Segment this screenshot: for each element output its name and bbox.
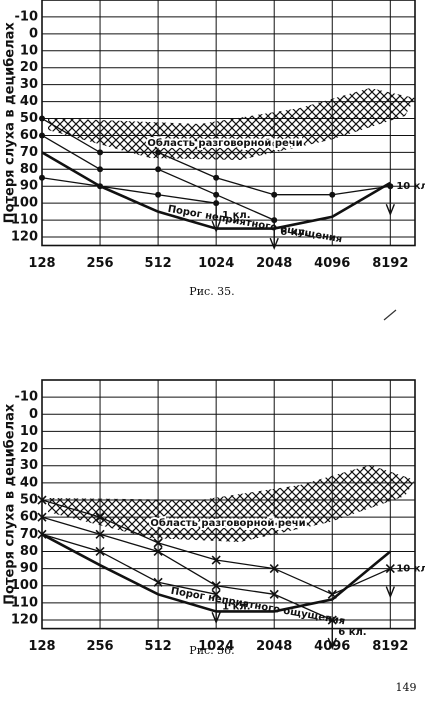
threshold-label: Порог неприятного ощущения	[167, 204, 343, 246]
no-response-arrow	[211, 594, 221, 625]
y-tick-label: 40	[20, 94, 38, 109]
figure-caption: Рис. 35.	[189, 285, 234, 298]
series-line	[41, 177, 217, 204]
speech-area	[48, 465, 415, 542]
pencil-mark	[383, 309, 397, 321]
x-tick-label: 8192	[372, 256, 408, 271]
y-tick-label: 60	[20, 510, 38, 525]
y-axis-label: Потеря слуха в децибелах	[3, 403, 18, 605]
x-tick-label: 512	[145, 256, 172, 271]
x-tick-label: 1024	[198, 256, 234, 271]
series-label: 6 кл.	[280, 227, 308, 238]
y-tick-label: 50	[20, 493, 38, 508]
page-number: 149	[396, 681, 417, 694]
no-response-arrow	[385, 568, 395, 599]
y-tick-label: 60	[20, 128, 38, 143]
x-tick-label: 512	[145, 639, 172, 654]
y-tick-label: 20	[20, 441, 38, 456]
y-tick-label: 70	[20, 527, 38, 542]
x-tick-label: 2048	[256, 639, 292, 654]
x-tick-label: 2048	[256, 256, 292, 271]
y-tick-label: 10	[20, 43, 38, 58]
figure-caption: Рис. 36.	[189, 644, 234, 657]
y-tick-label: 120	[11, 230, 38, 245]
series-label: 10 кл.	[396, 564, 425, 575]
y-tick-label: -10	[15, 9, 39, 24]
y-tick-label: 110	[11, 213, 38, 228]
data-point	[37, 529, 47, 539]
x-tick-label: 8192	[372, 639, 408, 654]
y-tick-label: 30	[20, 458, 38, 473]
y-tick-label: 70	[20, 145, 38, 160]
y-tick-label: 90	[20, 179, 38, 194]
series-label: 1 кл.	[222, 601, 250, 612]
series-line	[41, 117, 391, 196]
x-tick-label: 128	[28, 256, 55, 271]
y-tick-label: 90	[20, 561, 38, 576]
y-tick-label: 50	[20, 111, 38, 126]
y-tick-label: 0	[29, 407, 38, 422]
y-tick-label: 100	[11, 196, 38, 211]
speech-area	[48, 88, 415, 160]
series-line	[41, 516, 333, 621]
y-tick-label: 30	[20, 77, 38, 92]
y-tick-label: 10	[20, 424, 38, 439]
data-point	[211, 589, 221, 599]
y-tick-label: 80	[20, 544, 38, 559]
no-response-arrow	[269, 220, 279, 250]
series-line	[41, 134, 275, 221]
no-response-arrow	[211, 203, 221, 234]
y-tick-label: -10	[15, 390, 39, 405]
no-response-arrow	[327, 620, 337, 650]
series-line	[41, 499, 391, 596]
area-label: Область разговорной речи	[147, 137, 302, 149]
y-tick-label: 0	[29, 26, 38, 41]
series-label: 10 кл.	[396, 181, 425, 192]
series-label: 1 кл.	[222, 210, 250, 221]
y-tick-label: 110	[11, 595, 38, 610]
y-tick-label: 20	[20, 60, 38, 75]
series-line	[41, 533, 217, 595]
y-tick-label: 120	[11, 613, 38, 628]
y-tick-label: 40	[20, 475, 38, 490]
y-axis-label: Потеря слуха в децибелах	[3, 22, 18, 224]
x-tick-label: 1024	[198, 639, 234, 654]
no-response-arrow	[385, 186, 395, 217]
series-label: 6 кл.	[338, 627, 366, 638]
x-tick-label: 4096	[314, 256, 350, 271]
x-tick-label: 128	[28, 639, 55, 654]
y-tick-label: 80	[20, 162, 38, 177]
x-tick-label: 256	[86, 639, 113, 654]
x-tick-label: 256	[86, 256, 113, 271]
y-tick-label: 100	[11, 578, 38, 593]
area-label: Область разговорной речи	[150, 517, 305, 529]
